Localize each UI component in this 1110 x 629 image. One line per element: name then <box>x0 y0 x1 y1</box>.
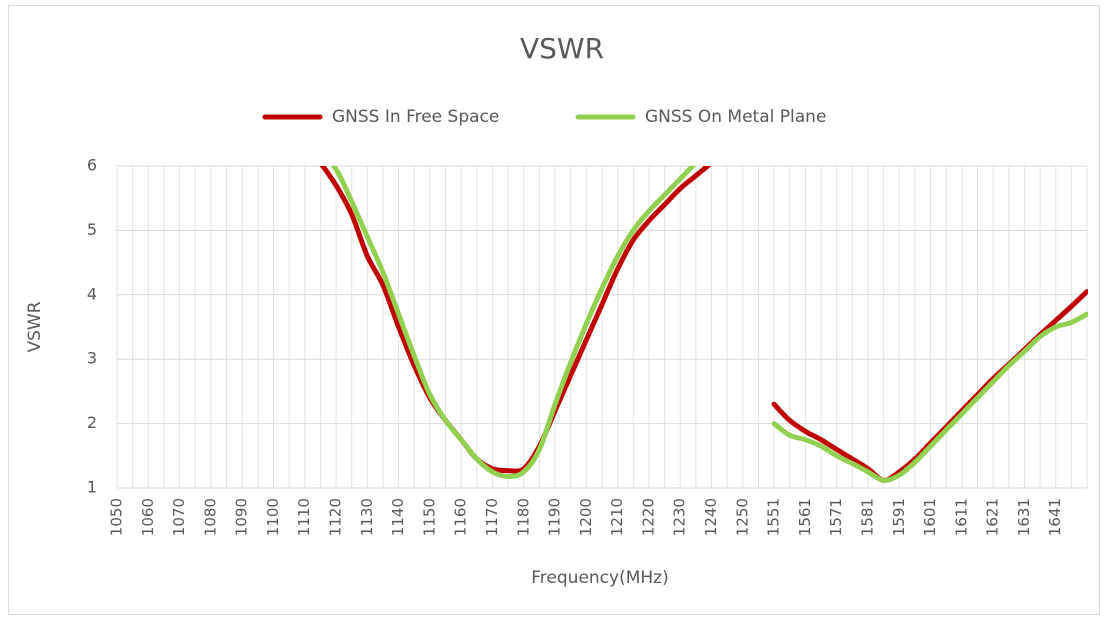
legend-label: GNSS On Metal Plane <box>645 107 826 127</box>
x-tick-label: 1080 <box>201 498 219 536</box>
x-tick-label: 1090 <box>233 498 251 536</box>
y-tick-label: 4 <box>87 284 97 303</box>
series <box>330 166 1088 483</box>
x-tick-label: 1140 <box>389 498 407 536</box>
x-tick-label: 1621 <box>984 498 1002 536</box>
x-tick-label: 1050 <box>108 498 126 536</box>
x-tick-label: 1641 <box>1046 498 1064 536</box>
x-tick-label: 1551 <box>765 498 783 536</box>
x-tick-label: 1060 <box>139 498 157 536</box>
x-tick-label: 1200 <box>577 498 595 536</box>
x-tick-label: 1250 <box>733 498 751 536</box>
x-tick-label: 1180 <box>514 498 532 536</box>
x-tick-label: 1120 <box>327 498 345 536</box>
x-tick-label: 1130 <box>358 498 376 536</box>
x-tick-label: 1190 <box>546 498 564 536</box>
series-line <box>330 166 1088 483</box>
x-tick-label: 1611 <box>952 498 970 536</box>
x-tick-label: 1240 <box>702 498 720 536</box>
y-axis-title: VSWR <box>25 301 45 352</box>
chart-frame <box>8 5 1100 615</box>
x-tick-label: 1100 <box>264 498 282 536</box>
x-tick-label: 1150 <box>420 498 438 536</box>
chart-title: VSWR <box>520 32 604 65</box>
x-tick-label: 1561 <box>796 498 814 536</box>
x-tick-label: 1601 <box>921 498 939 536</box>
x-tick-label: 1160 <box>452 498 470 536</box>
x-tick-label: 1581 <box>858 498 876 536</box>
y-tick-label: 5 <box>87 220 97 239</box>
x-axis-title: Frequency(MHz) <box>531 568 668 588</box>
y-tick-label: 1 <box>87 478 97 497</box>
x-tick-label: 1110 <box>295 498 313 536</box>
x-tick-label: 1631 <box>1015 498 1033 536</box>
x-tick-label: 1210 <box>608 498 626 536</box>
x-tick-label: 1170 <box>483 498 501 536</box>
y-tick-label: 3 <box>87 349 97 368</box>
y-tick-label: 6 <box>87 156 97 175</box>
x-tick-label: 1591 <box>890 498 908 536</box>
x-tick-label: 1070 <box>170 498 188 536</box>
x-tick-label: 1220 <box>639 498 657 536</box>
x-tick-label: 1230 <box>671 498 689 536</box>
legend-label: GNSS In Free Space <box>332 107 499 127</box>
y-tick-label: 2 <box>87 413 97 432</box>
x-tick-label: 1571 <box>827 498 845 536</box>
